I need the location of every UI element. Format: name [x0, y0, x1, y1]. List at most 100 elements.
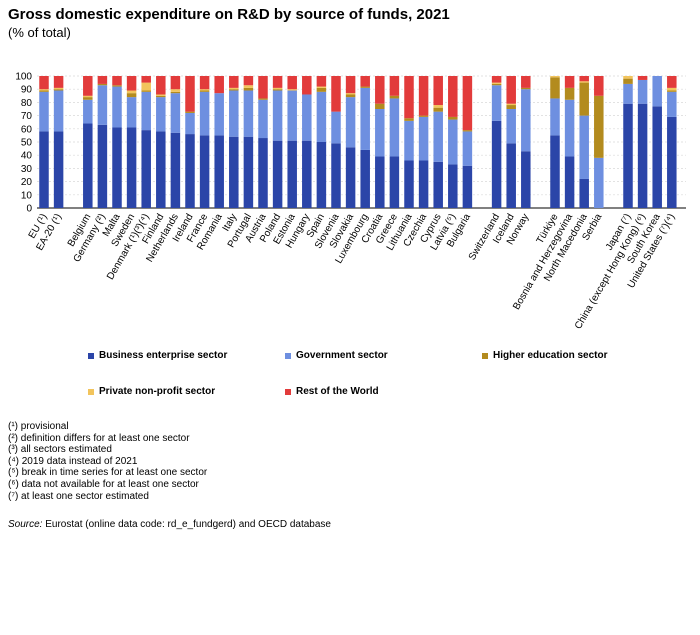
- bar-segment: [667, 90, 677, 92]
- legend-label-private-non-profit: Private non-profit sector: [99, 386, 216, 397]
- legend-swatch-private-non-profit: [88, 388, 94, 395]
- bar-segment: [287, 140, 297, 208]
- bar-segment: [272, 90, 283, 141]
- y-tick-label: 100: [15, 72, 32, 83]
- legend-swatch-higher-education: [482, 352, 488, 359]
- bar-segment: [170, 93, 181, 133]
- chart-title: Gross domestic expenditure on R&D by sou…: [8, 6, 450, 23]
- bar-segment: [521, 87, 531, 90]
- bar-segment: [448, 119, 458, 165]
- bar-segment: [418, 116, 429, 161]
- bar-segment: [302, 140, 312, 208]
- bar-segment: [448, 76, 458, 117]
- bar-segment: [53, 90, 64, 132]
- y-tick-label: 90: [21, 85, 33, 96]
- bar-segment: [433, 111, 443, 162]
- bar-segment: [272, 140, 283, 208]
- legend-item-private-non-profit: Private non-profit sector: [88, 386, 215, 397]
- bar-segment: [258, 138, 268, 208]
- legend-swatch-government: [285, 352, 291, 359]
- bar-segment: [433, 105, 443, 108]
- y-tick-label: 50: [21, 138, 33, 149]
- bar-segment: [83, 97, 93, 100]
- chart-subtitle: (% of total): [8, 25, 71, 40]
- bar-segment: [302, 76, 312, 95]
- y-tick-label: 30: [21, 164, 33, 175]
- footnote: (²) definition differs for at least one …: [8, 432, 190, 444]
- bar-segment: [667, 76, 677, 88]
- bar-segment: [83, 99, 93, 124]
- footnote: (³) all sectors estimated: [8, 444, 112, 456]
- bar-segment: [156, 94, 166, 96]
- bar-segment: [345, 94, 356, 98]
- bar-segment: [229, 89, 239, 91]
- bar-segment: [491, 76, 502, 83]
- bar-segment: [141, 91, 151, 131]
- bar-segment: [550, 98, 560, 136]
- legend-item-government: Government sector: [285, 350, 388, 361]
- bar-segment: [331, 143, 341, 208]
- bar-segment: [360, 76, 370, 87]
- legend-item-higher-education: Higher education sector: [482, 350, 607, 361]
- bar-segment: [564, 76, 575, 88]
- bar-segment: [272, 87, 283, 90]
- legend-label-business: Business enterprise sector: [99, 350, 228, 361]
- bar-segment: [360, 86, 370, 88]
- legend-item-business: Business enterprise sector: [88, 350, 227, 361]
- bar-segment: [302, 94, 312, 141]
- bar-segment: [579, 76, 589, 82]
- bar-segment: [506, 109, 516, 144]
- bar-segment: [214, 76, 224, 94]
- bar-segment: [316, 91, 327, 142]
- bar-segment: [97, 83, 108, 86]
- bar-segment: [112, 127, 122, 208]
- bar-segment: [360, 149, 370, 208]
- bar-segment: [39, 76, 49, 90]
- bar-segment: [126, 127, 137, 208]
- bar-segment: [462, 76, 473, 131]
- bar-segment: [345, 76, 356, 94]
- bar-segment: [316, 76, 327, 87]
- source-text: Eurostat (online data code: rd_e_fundger…: [42, 519, 331, 530]
- footnote: (⁶) data not available for at least one …: [8, 478, 199, 490]
- bar-segment: [637, 79, 648, 104]
- bar-segment: [579, 178, 589, 208]
- bar-segment: [199, 135, 210, 208]
- bar-segment: [448, 116, 458, 120]
- bar-segment: [199, 89, 210, 91]
- legend-swatch-business: [88, 352, 94, 359]
- bar-segment: [316, 87, 327, 92]
- bar-segment: [83, 76, 93, 96]
- source-note: Source: Eurostat (online data code: rd_e…: [8, 519, 331, 530]
- y-tick-label: 0: [26, 204, 32, 215]
- bar-segment: [462, 130, 473, 132]
- bar-segment: [141, 82, 151, 91]
- footnotes: (¹) provisional (²) definition differs f…: [8, 421, 207, 502]
- bar-segment: [594, 95, 604, 158]
- y-tick-label: 70: [21, 111, 33, 122]
- bar-segment: [375, 103, 385, 109]
- bar-segment: [404, 120, 414, 161]
- bar-segment: [316, 86, 327, 88]
- bar-segment: [418, 76, 429, 116]
- y-tick-label: 60: [21, 124, 33, 135]
- bar-segment: [214, 135, 224, 208]
- bar-segment: [462, 131, 473, 166]
- bar-segment: [243, 87, 254, 91]
- footnote: (⁵) break in time series for at least on…: [8, 467, 208, 479]
- bar-segment: [243, 90, 254, 137]
- legend-item-rest-of-world: Rest of the World: [285, 386, 379, 397]
- bar-segment: [375, 109, 385, 157]
- bar-segment: [126, 93, 137, 98]
- bar-segment: [53, 89, 64, 91]
- bar-segment: [97, 124, 108, 208]
- bar-segment: [375, 156, 385, 208]
- bar-segment: [53, 131, 64, 208]
- source-label: Source:: [8, 519, 43, 530]
- bar-segment: [53, 87, 64, 90]
- bar-segment: [272, 76, 283, 88]
- bar-segment: [229, 87, 239, 90]
- bar-segment: [141, 130, 151, 208]
- bar-segment: [39, 91, 49, 132]
